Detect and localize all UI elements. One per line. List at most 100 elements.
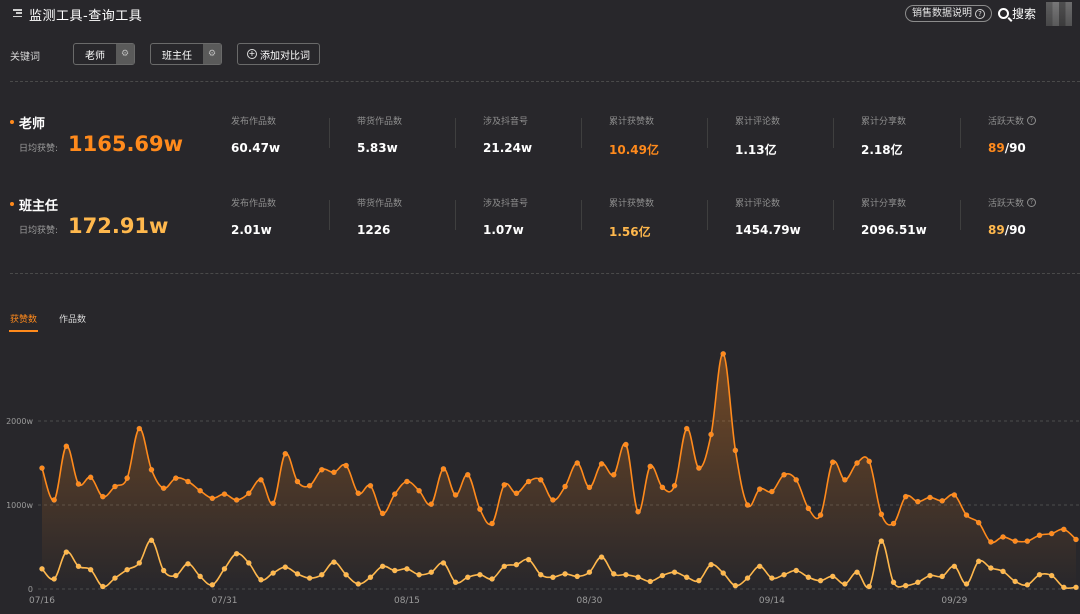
data-point[interactable]: [890, 579, 897, 586]
data-point[interactable]: [477, 571, 483, 578]
data-point[interactable]: [659, 572, 666, 579]
data-point[interactable]: [671, 569, 678, 576]
data-point[interactable]: [842, 581, 848, 587]
data-point[interactable]: [878, 538, 885, 544]
data-point[interactable]: [610, 471, 617, 478]
data-point[interactable]: [805, 574, 812, 581]
data-point[interactable]: [233, 497, 240, 503]
data-point[interactable]: [927, 494, 933, 501]
data-point[interactable]: [379, 510, 386, 517]
search-button[interactable]: 搜索: [998, 5, 1036, 22]
data-point[interactable]: [951, 563, 958, 570]
data-point[interactable]: [270, 570, 276, 576]
tab-likes[interactable]: 获赞数: [8, 312, 39, 332]
data-point[interactable]: [258, 576, 264, 583]
data-point[interactable]: [537, 476, 544, 483]
data-point[interactable]: [708, 561, 714, 568]
data-point[interactable]: [769, 575, 775, 581]
data-point[interactable]: [756, 563, 763, 570]
data-point[interactable]: [683, 574, 690, 581]
menu-icon[interactable]: [13, 9, 22, 17]
data-point[interactable]: [975, 558, 982, 565]
data-point[interactable]: [987, 565, 994, 571]
data-point[interactable]: [939, 497, 946, 504]
data-point[interactable]: [525, 478, 532, 485]
data-point[interactable]: [294, 571, 301, 577]
data-point[interactable]: [708, 431, 714, 438]
data-point[interactable]: [136, 425, 143, 432]
data-point[interactable]: [1036, 571, 1043, 578]
data-point[interactable]: [744, 502, 751, 508]
data-point[interactable]: [148, 537, 155, 544]
data-point[interactable]: [915, 579, 921, 586]
data-point[interactable]: [294, 478, 301, 485]
data-point[interactable]: [428, 569, 435, 576]
data-point[interactable]: [890, 520, 897, 527]
data-point[interactable]: [805, 505, 812, 512]
data-point[interactable]: [550, 497, 556, 503]
data-point[interactable]: [513, 490, 520, 497]
data-point[interactable]: [939, 573, 946, 580]
data-point[interactable]: [610, 571, 617, 577]
data-point[interactable]: [258, 476, 264, 483]
data-point[interactable]: [391, 567, 398, 574]
data-point[interactable]: [39, 565, 45, 572]
data-point[interactable]: [1048, 572, 1055, 579]
data-point[interactable]: [756, 486, 763, 492]
data-point[interactable]: [683, 425, 690, 432]
question-icon[interactable]: ?: [1027, 198, 1037, 207]
data-point[interactable]: [1012, 578, 1019, 585]
data-point[interactable]: [160, 567, 167, 574]
data-point[interactable]: [635, 574, 641, 581]
data-point[interactable]: [635, 508, 641, 515]
data-point[interactable]: [282, 564, 289, 571]
data-point[interactable]: [574, 460, 581, 466]
data-point[interactable]: [221, 491, 228, 497]
data-point[interactable]: [160, 485, 167, 492]
data-point[interactable]: [744, 575, 751, 581]
data-point[interactable]: [817, 577, 824, 584]
data-point[interactable]: [197, 487, 203, 494]
data-point[interactable]: [379, 563, 386, 570]
data-point[interactable]: [902, 582, 909, 589]
data-point[interactable]: [245, 560, 252, 566]
data-point[interactable]: [1000, 568, 1006, 575]
data-point[interactable]: [951, 492, 958, 498]
data-point[interactable]: [562, 483, 568, 490]
data-point[interactable]: [1060, 584, 1067, 591]
data-point[interactable]: [878, 511, 885, 518]
data-point[interactable]: [793, 567, 800, 574]
data-point[interactable]: [489, 520, 495, 527]
gear-icon[interactable]: ⚙: [116, 44, 134, 64]
data-point[interactable]: [416, 487, 422, 494]
data-point[interactable]: [99, 493, 106, 500]
data-point[interactable]: [574, 573, 581, 580]
data-point[interactable]: [124, 475, 131, 481]
data-point[interactable]: [404, 565, 410, 572]
data-point[interactable]: [963, 581, 970, 587]
data-point[interactable]: [209, 495, 216, 502]
data-point[interactable]: [51, 576, 58, 582]
data-point[interactable]: [464, 574, 471, 581]
data-point[interactable]: [562, 571, 568, 577]
data-point[interactable]: [623, 571, 629, 578]
data-point[interactable]: [987, 539, 994, 545]
data-point[interactable]: [63, 549, 70, 555]
data-point[interactable]: [245, 490, 252, 497]
data-point[interactable]: [318, 571, 325, 578]
data-point[interactable]: [1048, 530, 1055, 537]
data-point[interactable]: [148, 466, 155, 473]
data-point[interactable]: [902, 493, 909, 500]
data-point[interactable]: [866, 583, 873, 590]
data-point[interactable]: [39, 465, 45, 471]
avatar[interactable]: [1046, 2, 1072, 26]
data-point[interactable]: [829, 459, 836, 466]
data-point[interactable]: [975, 519, 982, 526]
data-point[interactable]: [75, 563, 82, 570]
data-point[interactable]: [720, 570, 727, 576]
data-point[interactable]: [87, 474, 94, 481]
data-point[interactable]: [829, 573, 836, 580]
data-point[interactable]: [221, 565, 228, 572]
data-point[interactable]: [623, 441, 629, 448]
data-point[interactable]: [501, 563, 508, 570]
